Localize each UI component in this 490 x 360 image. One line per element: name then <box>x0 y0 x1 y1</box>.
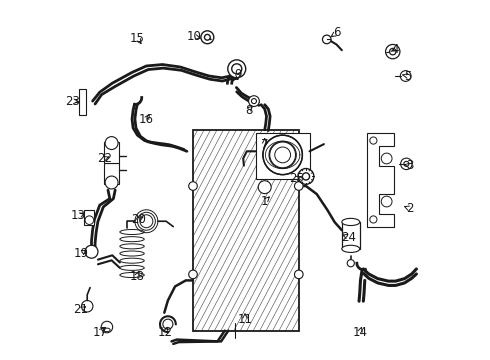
Text: 10: 10 <box>187 30 201 43</box>
Bar <box>79 89 87 116</box>
Circle shape <box>101 321 113 333</box>
Circle shape <box>204 35 210 40</box>
Bar <box>104 163 120 184</box>
Text: 21: 21 <box>74 303 88 316</box>
Text: 6: 6 <box>333 27 340 40</box>
Circle shape <box>81 301 93 312</box>
Circle shape <box>258 181 271 194</box>
Text: 9: 9 <box>234 68 242 81</box>
Bar <box>193 130 299 330</box>
Bar <box>84 211 95 225</box>
Ellipse shape <box>120 229 144 234</box>
Circle shape <box>248 96 259 107</box>
Text: 2: 2 <box>406 202 414 215</box>
Circle shape <box>85 216 94 225</box>
Text: 25: 25 <box>290 172 304 185</box>
Ellipse shape <box>342 219 360 226</box>
Circle shape <box>189 182 197 190</box>
Text: 15: 15 <box>130 32 145 45</box>
Text: 3: 3 <box>406 159 414 172</box>
Ellipse shape <box>104 328 110 332</box>
Circle shape <box>302 173 310 180</box>
Ellipse shape <box>120 244 144 249</box>
Circle shape <box>189 270 197 279</box>
Circle shape <box>298 168 314 184</box>
Circle shape <box>370 137 377 144</box>
Ellipse shape <box>120 265 144 270</box>
Text: 22: 22 <box>97 152 112 165</box>
Circle shape <box>390 48 396 55</box>
Circle shape <box>269 141 296 168</box>
Circle shape <box>105 136 118 149</box>
Circle shape <box>400 71 411 81</box>
Ellipse shape <box>120 258 144 263</box>
Circle shape <box>370 216 377 223</box>
Circle shape <box>163 319 173 329</box>
Circle shape <box>263 135 302 175</box>
Text: 23: 23 <box>65 95 79 108</box>
Text: 4: 4 <box>392 42 399 55</box>
Text: 12: 12 <box>158 326 173 339</box>
Circle shape <box>322 35 331 44</box>
Text: 8: 8 <box>245 104 252 117</box>
Text: 7: 7 <box>261 138 269 150</box>
Text: 14: 14 <box>352 326 368 339</box>
Ellipse shape <box>342 245 360 252</box>
Bar <box>104 142 120 163</box>
Circle shape <box>105 176 118 189</box>
Bar <box>342 222 360 249</box>
Circle shape <box>381 153 392 164</box>
Circle shape <box>347 260 354 267</box>
Text: 16: 16 <box>139 113 154 126</box>
Ellipse shape <box>120 273 144 278</box>
Circle shape <box>294 182 303 190</box>
Text: 18: 18 <box>129 270 144 283</box>
Text: 13: 13 <box>71 210 86 222</box>
Text: 20: 20 <box>131 213 146 226</box>
Circle shape <box>201 31 214 44</box>
Circle shape <box>401 158 412 170</box>
Ellipse shape <box>120 251 144 256</box>
Text: 19: 19 <box>74 247 88 260</box>
Text: 17: 17 <box>92 326 107 339</box>
Circle shape <box>232 64 242 74</box>
Text: 5: 5 <box>404 69 412 82</box>
Circle shape <box>381 196 392 207</box>
Circle shape <box>386 44 400 59</box>
Bar <box>193 130 299 330</box>
Text: 24: 24 <box>342 231 357 244</box>
Circle shape <box>228 60 245 78</box>
Polygon shape <box>367 134 394 226</box>
Text: 1: 1 <box>261 195 269 208</box>
Text: 11: 11 <box>238 313 252 327</box>
Circle shape <box>275 147 291 163</box>
Circle shape <box>85 245 98 258</box>
Circle shape <box>251 99 256 104</box>
Bar <box>256 133 310 179</box>
Ellipse shape <box>120 237 144 242</box>
Circle shape <box>404 161 409 166</box>
Circle shape <box>294 270 303 279</box>
